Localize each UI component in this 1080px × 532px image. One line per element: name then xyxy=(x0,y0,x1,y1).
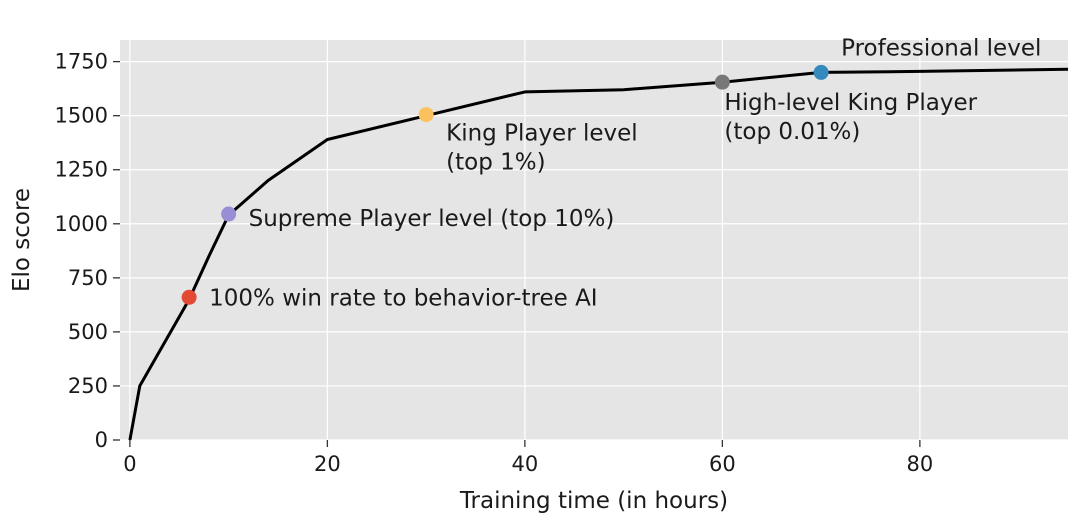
milestone-point xyxy=(714,74,730,90)
plot-area-background xyxy=(120,40,1068,440)
milestone-label-line: (top 0.01%) xyxy=(724,119,860,145)
milestone-label: Professional level xyxy=(841,35,1041,61)
y-tick-label: 750 xyxy=(68,266,108,290)
x-axis-title: Training time (in hours) xyxy=(459,488,728,514)
milestone-label-line: Supreme Player level (top 10%) xyxy=(249,206,615,232)
milestone-points xyxy=(181,64,829,305)
x-tick-label: 80 xyxy=(907,452,934,476)
milestone-point xyxy=(221,206,237,222)
axis-ticks: 0 20 40 60 80 0 250 500 750 1000 1250 1500 1750 xyxy=(55,50,934,476)
milestone-label: Supreme Player level (top 10%) xyxy=(249,206,615,232)
x-tick-label: 60 xyxy=(709,452,736,476)
x-tick-label: 40 xyxy=(512,452,539,476)
y-tick-label: 1000 xyxy=(55,212,108,236)
grid-lines xyxy=(120,40,1068,441)
y-tick-label: 0 xyxy=(95,428,108,452)
milestone-label: 100% win rate to behavior-tree AI xyxy=(209,285,597,311)
y-tick-label: 250 xyxy=(68,374,108,398)
elo-series-line xyxy=(128,67,1069,441)
y-tick-label: 1500 xyxy=(55,104,108,128)
y-axis-title: Elo score xyxy=(9,188,35,292)
x-tick-label: 20 xyxy=(314,452,341,476)
milestone-label-line: 100% win rate to behavior-tree AI xyxy=(209,285,597,311)
y-tick-label: 500 xyxy=(68,320,108,344)
milestone-label-line: Professional level xyxy=(841,35,1041,61)
y-tick-label: 1250 xyxy=(55,158,108,182)
milestone-point xyxy=(181,289,197,305)
series-layer xyxy=(128,67,1069,441)
y-tick-label: 1750 xyxy=(55,50,108,74)
milestone-point xyxy=(813,64,829,80)
x-tick-label: 0 xyxy=(123,452,136,476)
milestone-label-line: King Player level xyxy=(446,121,638,147)
milestone-label: High-level King Player (top 0.01%) xyxy=(724,90,977,145)
milestone-label: King Player level (top 1%) xyxy=(446,121,638,176)
milestone-point xyxy=(418,107,434,123)
milestone-annotations: 100% win rate to behavior-tree AI Supreme… xyxy=(209,35,1041,311)
milestone-label-line: (top 1%) xyxy=(446,150,545,176)
milestone-label-line: High-level King Player xyxy=(724,90,977,116)
